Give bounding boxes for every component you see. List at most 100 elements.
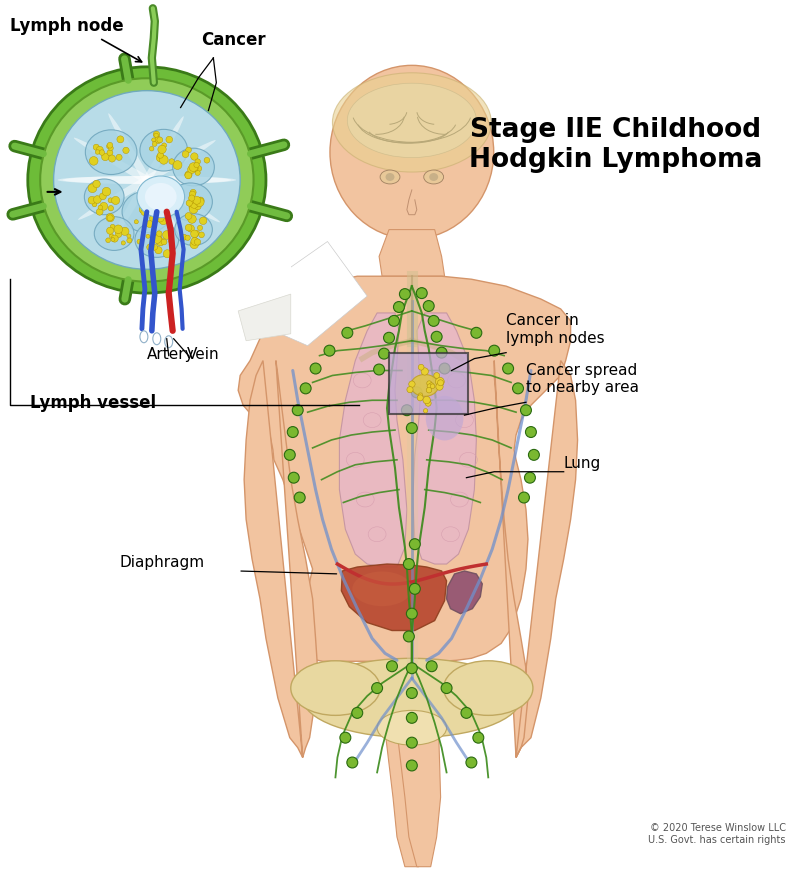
Circle shape	[121, 241, 126, 245]
Circle shape	[111, 196, 120, 204]
Circle shape	[108, 198, 113, 203]
Polygon shape	[339, 313, 407, 567]
Circle shape	[189, 203, 197, 211]
Circle shape	[152, 138, 156, 142]
Circle shape	[340, 732, 351, 743]
Circle shape	[473, 732, 484, 743]
Circle shape	[406, 688, 418, 698]
Ellipse shape	[380, 170, 400, 184]
Circle shape	[526, 427, 536, 437]
Ellipse shape	[58, 176, 236, 184]
Circle shape	[96, 147, 103, 154]
Circle shape	[94, 196, 102, 203]
Circle shape	[189, 198, 194, 204]
Circle shape	[94, 144, 99, 150]
Circle shape	[466, 757, 477, 768]
Circle shape	[386, 661, 398, 671]
Ellipse shape	[28, 67, 266, 293]
Circle shape	[106, 144, 112, 148]
Circle shape	[194, 162, 199, 168]
Circle shape	[411, 387, 422, 398]
Circle shape	[150, 147, 154, 151]
Circle shape	[185, 172, 192, 179]
Circle shape	[441, 683, 452, 693]
Circle shape	[127, 237, 132, 243]
Ellipse shape	[330, 65, 494, 239]
Circle shape	[347, 757, 358, 768]
Circle shape	[417, 395, 423, 401]
Circle shape	[115, 231, 122, 237]
Circle shape	[430, 384, 435, 388]
Circle shape	[430, 382, 434, 387]
Circle shape	[191, 237, 198, 245]
Circle shape	[158, 152, 163, 158]
Circle shape	[117, 136, 124, 143]
Circle shape	[461, 707, 472, 718]
Circle shape	[106, 238, 110, 243]
Circle shape	[518, 492, 530, 503]
Circle shape	[199, 217, 207, 224]
Ellipse shape	[430, 173, 438, 181]
Circle shape	[425, 400, 431, 406]
Circle shape	[324, 345, 335, 356]
Polygon shape	[379, 230, 445, 276]
Circle shape	[190, 153, 198, 161]
Polygon shape	[342, 564, 446, 630]
Circle shape	[403, 559, 414, 569]
Circle shape	[409, 381, 415, 388]
Circle shape	[106, 214, 114, 222]
Circle shape	[93, 180, 100, 188]
Circle shape	[190, 200, 198, 209]
Circle shape	[111, 235, 118, 242]
Ellipse shape	[169, 183, 212, 221]
Circle shape	[189, 204, 198, 214]
Circle shape	[173, 161, 182, 169]
Circle shape	[434, 373, 440, 378]
Circle shape	[158, 145, 166, 154]
Circle shape	[155, 246, 162, 254]
Circle shape	[109, 155, 115, 162]
Circle shape	[435, 377, 444, 386]
Circle shape	[146, 234, 150, 238]
Circle shape	[427, 384, 432, 389]
Circle shape	[139, 206, 146, 213]
Circle shape	[99, 150, 105, 155]
Circle shape	[410, 539, 420, 550]
Circle shape	[146, 244, 154, 251]
Ellipse shape	[140, 331, 148, 343]
Text: Stage IIE Childhood
Hodgkin Lymphoma: Stage IIE Childhood Hodgkin Lymphoma	[469, 118, 762, 174]
Ellipse shape	[173, 148, 214, 186]
Circle shape	[418, 364, 424, 370]
Circle shape	[142, 208, 150, 215]
Circle shape	[402, 405, 412, 416]
Circle shape	[421, 368, 429, 375]
Circle shape	[342, 327, 353, 338]
Circle shape	[525, 472, 535, 483]
Ellipse shape	[94, 217, 134, 251]
Circle shape	[108, 205, 114, 211]
Circle shape	[292, 405, 303, 416]
Circle shape	[195, 159, 201, 164]
Circle shape	[88, 184, 97, 193]
Circle shape	[95, 150, 100, 155]
Circle shape	[471, 327, 482, 338]
Circle shape	[98, 205, 102, 210]
Circle shape	[195, 170, 200, 175]
Ellipse shape	[54, 91, 240, 269]
Circle shape	[146, 198, 154, 206]
Ellipse shape	[352, 572, 412, 606]
Circle shape	[288, 472, 299, 483]
Circle shape	[185, 235, 190, 240]
Circle shape	[197, 197, 204, 204]
Circle shape	[406, 712, 418, 724]
Text: Lymph vessel: Lymph vessel	[30, 395, 156, 412]
Circle shape	[190, 230, 198, 237]
Circle shape	[151, 244, 158, 251]
Polygon shape	[446, 571, 482, 614]
Polygon shape	[397, 731, 441, 867]
Circle shape	[111, 237, 115, 242]
Circle shape	[428, 315, 439, 327]
Circle shape	[196, 166, 202, 171]
Circle shape	[193, 166, 198, 171]
Ellipse shape	[145, 183, 177, 210]
